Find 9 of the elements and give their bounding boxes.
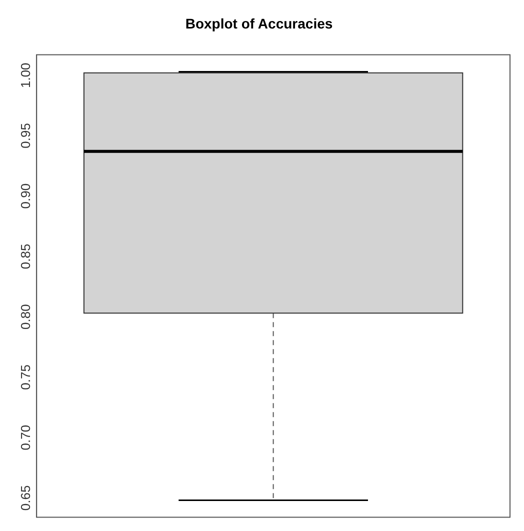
y-tick-label: 0.80 [18, 304, 34, 330]
y-tick-label: 0.90 [18, 183, 34, 209]
chart-title: Boxplot of Accuracies [185, 15, 333, 32]
y-tick-label: 1.00 [18, 62, 34, 88]
y-tick-label: 0.95 [18, 123, 34, 148]
y-tick-label: 0.85 [18, 244, 34, 270]
y-tick-label: 0.70 [18, 424, 34, 450]
y-tick-label: 0.75 [18, 364, 34, 390]
y-tick-label: 0.65 [18, 485, 34, 511]
